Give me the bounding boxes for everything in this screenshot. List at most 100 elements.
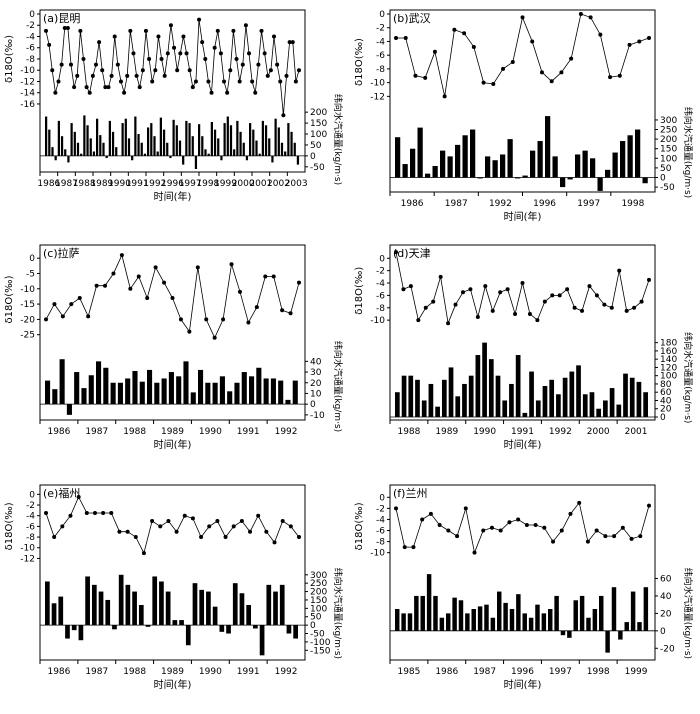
flux-bar [188,123,191,156]
flux-bar [535,400,541,417]
x-tick-label: 1996 [533,199,556,209]
y2-tick-label: 250 [660,126,677,136]
d18O-point [280,519,285,524]
y-tick-label: -10 [370,79,385,89]
flux-bar [495,375,501,417]
d18O-point [403,36,408,41]
d18O-point [131,51,136,56]
d18O-point [97,40,102,45]
y-tick-label: -4 [376,279,385,289]
d18O-point [428,511,433,516]
d18O-point [455,534,460,539]
d18O-point [150,519,155,524]
d18O-point [490,308,495,313]
flux-bar [145,625,151,627]
d18O-point [76,495,81,500]
x-tick-label: 1985 [397,667,420,677]
d18O-point [250,79,255,84]
flux-bar [143,153,147,156]
d18O-point [68,513,73,518]
flux-bar [554,595,559,631]
panel-label: (f)兰州 [393,487,427,500]
d18O-point [81,56,86,61]
d18O-point [265,73,270,78]
y2-tick-label: 150 [660,145,677,155]
flux-bar [482,342,487,417]
flux-bar [199,589,205,626]
x-axis-label: 时间(年) [154,438,192,451]
d18O-point [647,277,651,282]
flux-bar [273,591,278,626]
d18O-point [411,545,416,550]
y-tick-label: -4 [26,512,35,522]
flux-bar [73,131,76,156]
y2-axis-label: 纬向水汽通量(kg/m·s) [682,568,694,659]
panel-1: (b)武汉0-2-4-6-8-10-12δ18O(‰)3002502001501… [354,9,694,223]
d18O-point [72,85,77,90]
d18O-point [223,535,228,540]
d18O-point [77,295,82,300]
flux-bar [417,127,423,178]
flux-bar [560,177,566,188]
d18O-point [527,311,532,316]
d18O-point [101,511,106,516]
d18O-point [153,68,158,73]
d18O-point [431,299,436,304]
flux-bar [176,376,182,405]
y-tick-label: -20 [20,315,35,325]
flux-bar [567,177,573,180]
d18O-point [62,26,67,31]
d18O-point [472,550,477,555]
flux-bar [45,116,48,156]
y-tick-label: 0 [29,10,35,20]
flux-bar [462,135,468,178]
d18O-point [239,519,244,524]
flux-bar [630,591,636,631]
d18O-point [550,293,555,298]
y2-tick-label: 50 [310,141,322,151]
flux-bar [408,375,414,417]
y-tick-label: -8 [376,538,385,548]
d18O-point [293,79,298,84]
y2-tick-label: 50 [310,613,322,623]
d18O-point [187,329,192,334]
flux-bar [229,125,233,156]
d18O-point [240,62,245,67]
flux-bar [70,123,73,156]
flux-bar [253,625,258,629]
y2-tick-label: -20 [660,644,675,654]
d18O-point [228,68,233,73]
flux-bar [102,142,105,156]
flux-bar [452,597,457,631]
d18O-point [572,305,577,310]
d18O-point [60,524,65,529]
y-tick-label: -8 [376,65,385,75]
panel-frame [39,9,306,173]
flux-bar [507,139,513,178]
d18O-point [501,66,506,71]
y2-tick-label: 0 [310,621,316,631]
d18O-point [498,528,503,533]
flux-bar [261,120,264,156]
d18O-point [178,317,183,322]
d18O-point [256,62,261,67]
d18O-point [168,23,173,28]
flux-bar [125,378,131,405]
d18O-point [557,293,562,298]
panel-label: (a)昆明 [43,12,80,25]
y2-tick-label: 0 [310,152,316,162]
flux-bar [147,369,153,405]
d18O-point [231,524,236,529]
d18O-point [594,528,599,533]
y2-tick-label: 140 [660,355,677,365]
x-tick-label: 2000 [232,179,255,189]
y2-tick-label: 120 [660,363,677,373]
y2-tick-label: 80 [660,380,672,390]
flux-bar [92,151,96,156]
d18O-point [200,40,205,45]
y2-tick-label: 100 [310,604,327,614]
d18O-point [103,85,108,90]
y2-tick-label: -100 [310,638,331,648]
flux-bar [191,136,194,156]
flux-bar [545,116,551,178]
